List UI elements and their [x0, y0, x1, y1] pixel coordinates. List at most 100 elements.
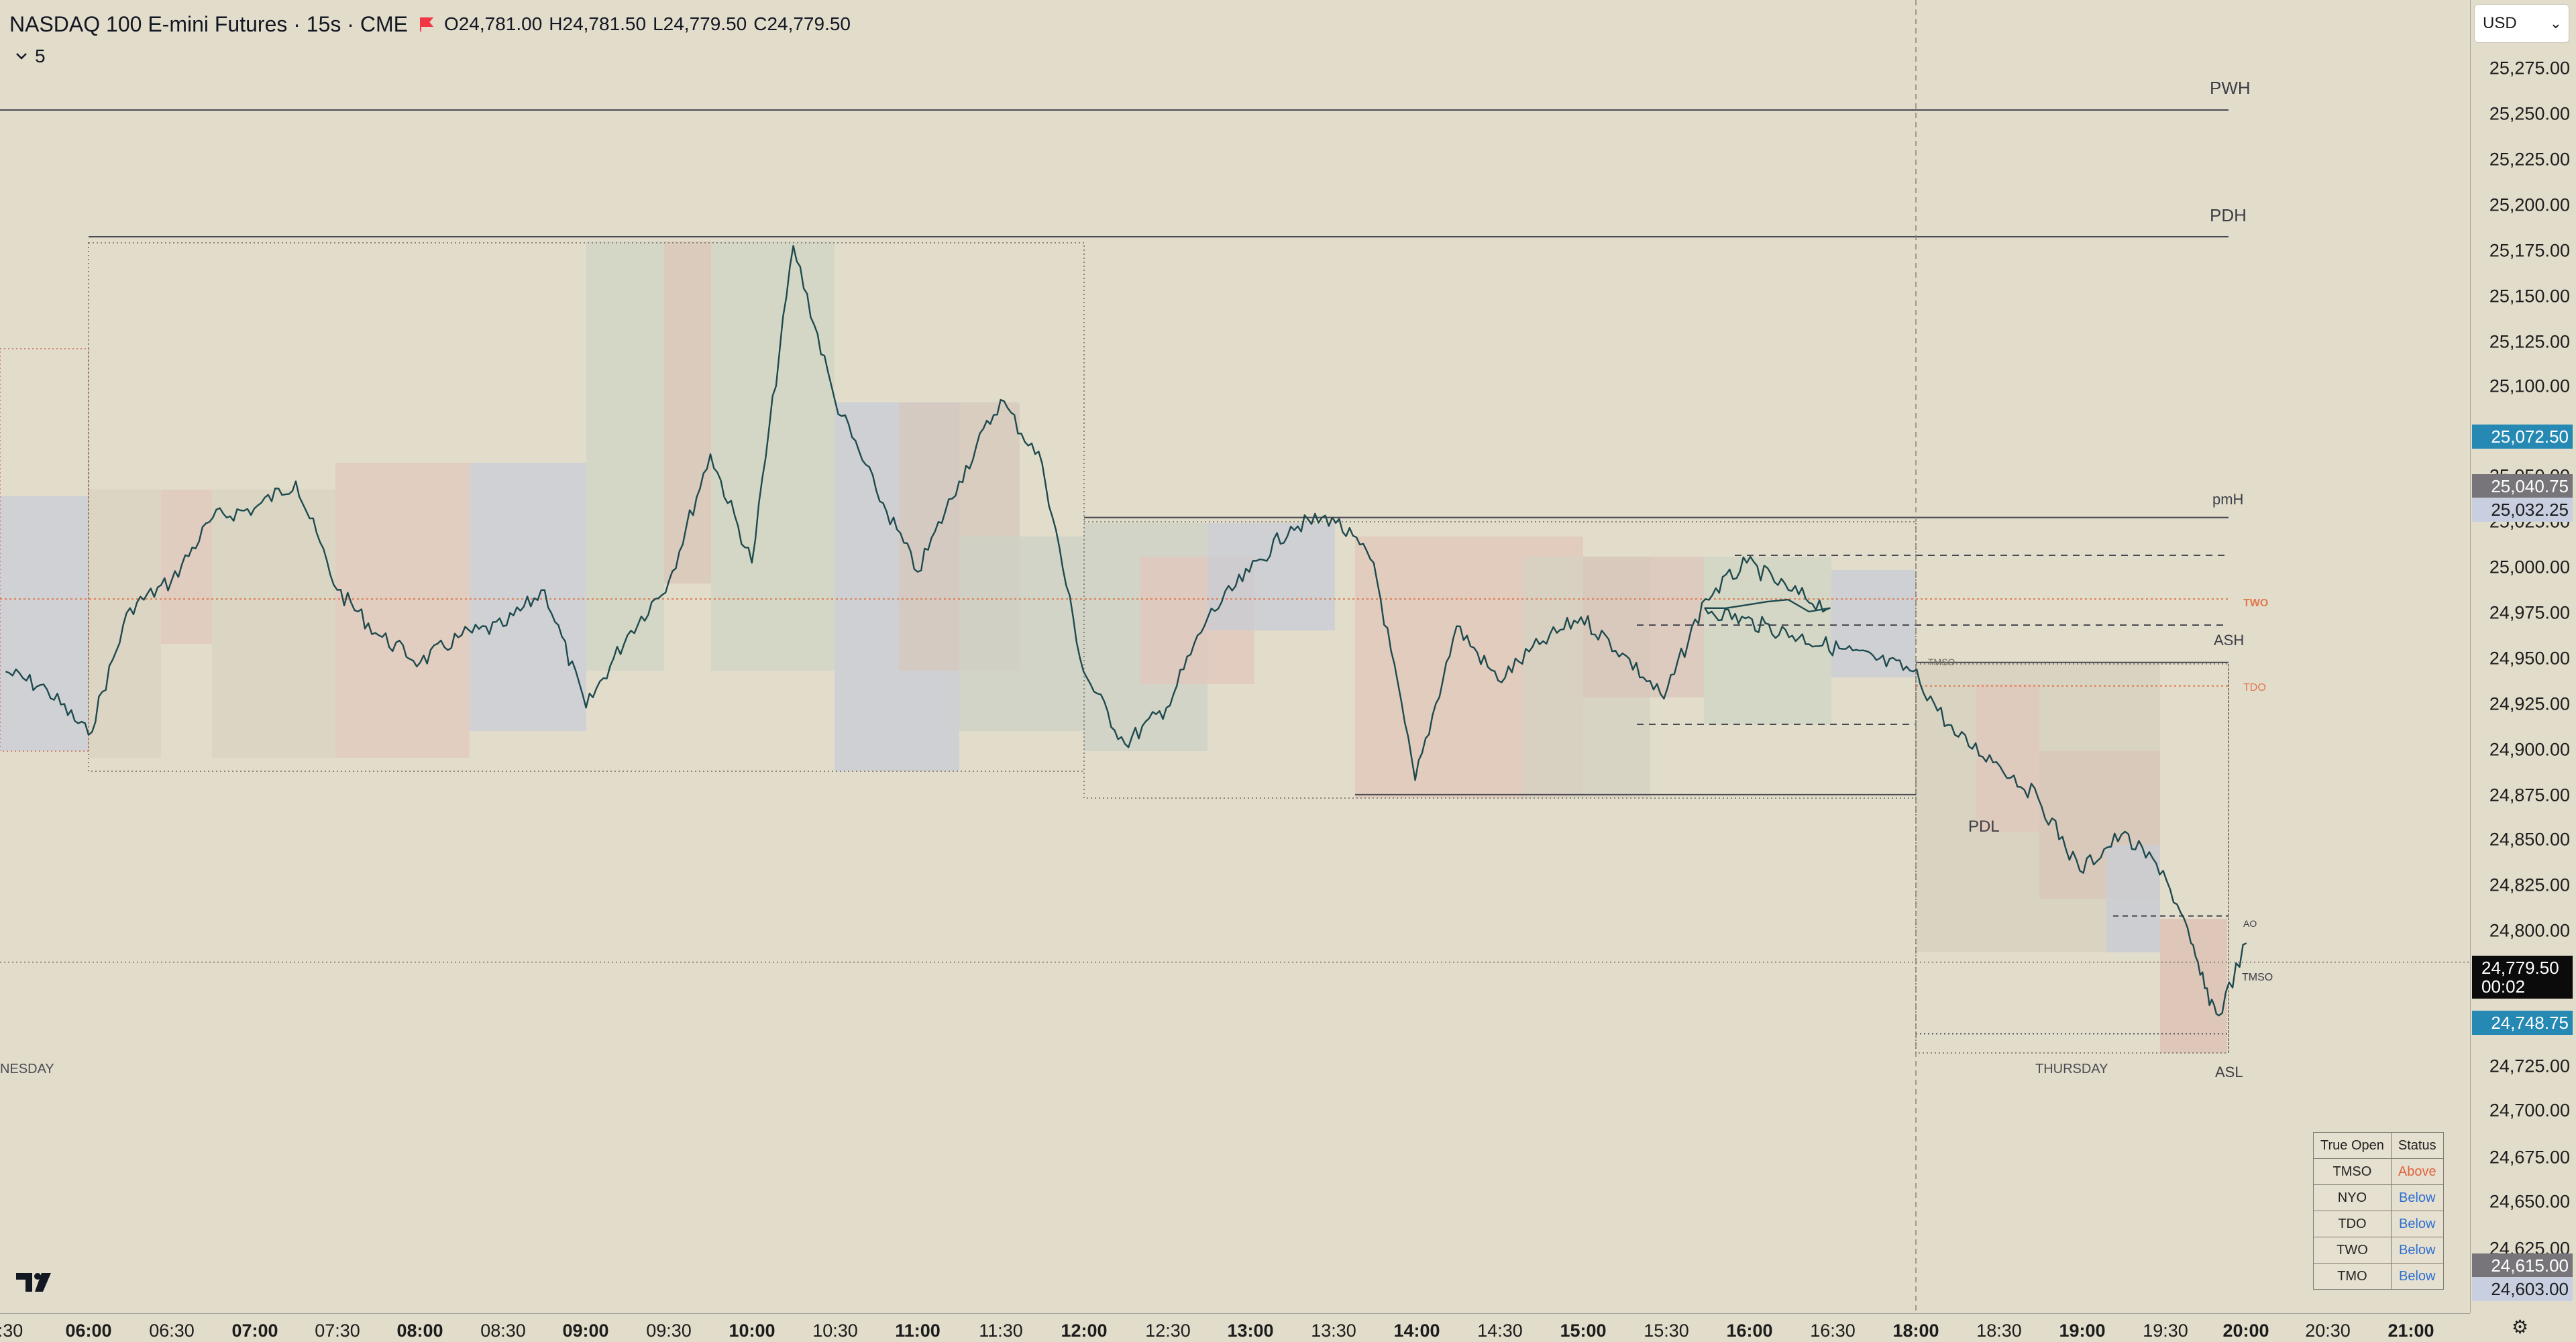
range-box — [1976, 684, 2039, 832]
time-tick: 11:30 — [979, 1321, 1023, 1341]
open-status: Below — [2390, 1184, 2444, 1211]
low-value: L24,779.50 — [653, 13, 747, 34]
time-tick: 06:00 — [65, 1321, 112, 1341]
time-tick: 19:30 — [2143, 1321, 2188, 1341]
ash-label: ASH — [2214, 632, 2244, 649]
range-box — [161, 490, 212, 644]
two-label: TWO — [2243, 598, 2268, 609]
price-tick: 24,875.00 — [2489, 785, 2570, 805]
range-box — [89, 490, 161, 758]
range-box — [212, 490, 335, 758]
price-tick: 24,675.00 — [2489, 1147, 2570, 1168]
level-label: 24,603.00 — [2472, 1277, 2573, 1301]
range-box — [959, 537, 1084, 731]
open-name: NYO — [2313, 1184, 2392, 1211]
time-tick: 08:30 — [480, 1321, 526, 1341]
table-row: TDO Below — [2313, 1211, 2444, 1237]
flag-icon[interactable] — [417, 15, 435, 33]
price-tick: 24,825.00 — [2489, 875, 2570, 895]
range-box — [2106, 845, 2160, 952]
price-tick: 25,100.00 — [2489, 376, 2570, 396]
symbol-header: NASDAQ 100 E-mini Futures · 15s · CME O2… — [9, 9, 851, 39]
time-tick: 09:30 — [646, 1321, 692, 1341]
high-marker-label: 25,072.50 — [2472, 425, 2573, 449]
pdh-label: PDH — [2210, 205, 2247, 225]
price-tick: 25,250.00 — [2489, 103, 2570, 124]
price-tick: 24,950.00 — [2489, 648, 2570, 669]
time-tick: 10:00 — [729, 1321, 775, 1341]
price-series-line — [5, 245, 2247, 1017]
level-label: 25,032.25 — [2472, 498, 2573, 522]
time-tick: 20:00 — [2222, 1321, 2269, 1341]
low-marker-label: 24,748.75 — [2472, 1011, 2573, 1035]
price-tick: 25,275.00 — [2489, 58, 2570, 78]
open-status: Below — [2390, 1211, 2444, 1237]
table-row: TMSO Above — [2313, 1158, 2444, 1185]
price-chart[interactable]: PWH PDH pmH TWO ASH TMSO TDO PDL AO TMSO ASL NESDAY… — [0, 0, 2470, 1313]
time-tick: 5:30 — [0, 1321, 23, 1341]
range-box — [335, 463, 470, 758]
day-label-thursday: THURSDAY — [2035, 1062, 2108, 1076]
time-tick: 07:00 — [231, 1321, 278, 1341]
table-header-row: True Open Status — [2313, 1132, 2444, 1159]
tmso-small-label: TMSO — [1928, 657, 1955, 667]
level-label: 24,615.00 — [2472, 1253, 2573, 1278]
time-tick: 14:30 — [1477, 1321, 1523, 1341]
currency-value: USD — [2483, 14, 2517, 32]
table-row: TWO Below — [2313, 1237, 2444, 1264]
ao-label: AO — [2243, 918, 2257, 929]
price-tick: 25,200.00 — [2489, 194, 2570, 215]
range-box — [711, 241, 835, 671]
time-tick: 21:00 — [2387, 1321, 2434, 1341]
price-tick: 24,925.00 — [2489, 693, 2570, 714]
pwh-label: PWH — [2210, 78, 2251, 98]
tmso-label: TMSO — [2242, 972, 2273, 983]
price-tick: 25,000.00 — [2489, 557, 2570, 577]
time-tick: 13:30 — [1311, 1321, 1356, 1341]
tradingview-logo[interactable] — [15, 1269, 59, 1296]
open-status: Below — [2390, 1237, 2444, 1264]
price-tick: 24,975.00 — [2489, 602, 2570, 623]
price-tick: 24,650.00 — [2489, 1191, 2570, 1212]
price-tick: 25,225.00 — [2489, 149, 2570, 170]
price-tick: 25,175.00 — [2489, 240, 2570, 261]
range-box — [2160, 919, 2227, 1053]
close-value: C24,779.50 — [753, 13, 851, 34]
range-box — [664, 241, 711, 583]
indicators-toggle[interactable]: 5 — [15, 46, 46, 67]
high-value: H24,781.50 — [549, 13, 647, 34]
day-label-prev: NESDAY — [0, 1062, 54, 1076]
session-frame — [0, 348, 89, 752]
open-name: TWO — [2313, 1237, 2392, 1264]
time-tick: 13:00 — [1227, 1321, 1274, 1341]
range-box — [586, 241, 664, 671]
open-status: Below — [2390, 1263, 2444, 1290]
pdl-label: PDL — [1968, 818, 2000, 836]
price-tick: 25,150.00 — [2489, 286, 2570, 306]
table-row: TMO Below — [2313, 1263, 2444, 1290]
price-axis[interactable]: 25,275.00 25,250.00 25,225.00 25,200.00 25,1… — [2470, 0, 2576, 1313]
time-tick: 20:30 — [2305, 1321, 2351, 1341]
range-box — [1831, 570, 1916, 677]
time-tick: 15:30 — [1644, 1321, 1689, 1341]
col-status: Status — [2390, 1132, 2444, 1159]
currency-select[interactable]: USD ⌄ — [2474, 4, 2569, 43]
symbol-title[interactable]: NASDAQ 100 E-mini Futures · 15s · CME — [9, 11, 408, 36]
open-status: Above — [2390, 1158, 2444, 1185]
range-box — [1583, 557, 1704, 697]
time-tick: 10:30 — [812, 1321, 858, 1341]
gear-icon[interactable]: ⚙ — [2512, 1317, 2529, 1337]
time-axis[interactable]: 5:30 06:00 06:30 07:00 07:30 08:00 08:30 09:00 0… — [0, 1313, 2470, 1342]
last-price-value: 24,779.50 — [2481, 958, 2559, 978]
time-tick: 12:00 — [1061, 1321, 1108, 1341]
price-tick: 24,900.00 — [2489, 739, 2570, 760]
range-box — [0, 496, 89, 751]
time-tick: 11:00 — [895, 1321, 941, 1341]
open-name: TMSO — [2313, 1158, 2392, 1185]
time-tick: 09:00 — [562, 1321, 609, 1341]
time-tick: 16:00 — [1726, 1321, 1773, 1341]
price-tick: 24,700.00 — [2489, 1100, 2570, 1121]
ohlc-values: O24,781.00 H24,781.50 L24,779.50 C24,779… — [444, 13, 851, 35]
time-tick: 16:30 — [1810, 1321, 1856, 1341]
